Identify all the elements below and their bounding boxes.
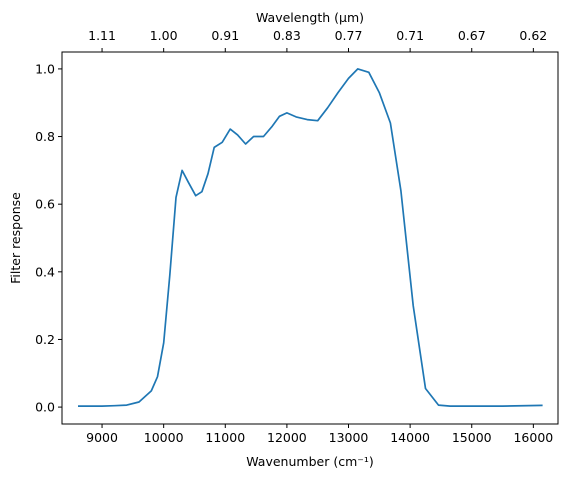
- top-axis-label: Wavelength (μm): [256, 10, 364, 25]
- top-tick-label: 0.71: [396, 28, 424, 43]
- series-layer: [78, 68, 543, 407]
- top-tick-label: 0.83: [273, 28, 301, 43]
- y-axis-label: Filter response: [8, 192, 23, 284]
- x-tick-label: 13000: [329, 430, 369, 445]
- top-tick-label: 1.11: [88, 28, 116, 43]
- x-axis-label: Wavenumber (cm⁻¹): [246, 454, 373, 469]
- y-tick-label: 0.0: [35, 400, 55, 415]
- x-tick-label: 16000: [513, 430, 553, 445]
- top-axis-ticks: 1.11 1.00 0.91 0.83 0.77 0.71 0.67 0.62: [88, 28, 547, 52]
- top-tick-label: 0.91: [211, 28, 239, 43]
- plot-frame: [61, 51, 559, 425]
- y-tick-label: 0.2: [35, 332, 55, 347]
- top-tick-label: 0.67: [458, 28, 486, 43]
- x-tick-label: 11000: [205, 430, 245, 445]
- bottom-axis-ticks: 9000 10000 11000 12000 13000 14000 15000 16000: [86, 424, 553, 445]
- left-axis-ticks: 0.0 0.2 0.4 0.6 0.8 1.0: [35, 61, 62, 415]
- y-tick-label: 0.6: [35, 197, 55, 212]
- filter-response-line: [78, 68, 543, 407]
- top-tick-label: 0.62: [519, 28, 547, 43]
- x-tick-label: 10000: [144, 430, 184, 445]
- y-tick-label: 1.0: [35, 61, 55, 76]
- x-tick-label: 15000: [452, 430, 492, 445]
- top-tick-label: 0.77: [335, 28, 363, 43]
- x-tick-label: 12000: [267, 430, 307, 445]
- plot-background: [62, 52, 558, 424]
- y-tick-label: 0.4: [35, 264, 55, 279]
- y-tick-label: 0.8: [35, 129, 55, 144]
- top-tick-label: 1.00: [150, 28, 178, 43]
- x-tick-label: 9000: [86, 430, 118, 445]
- x-tick-label: 14000: [390, 430, 430, 445]
